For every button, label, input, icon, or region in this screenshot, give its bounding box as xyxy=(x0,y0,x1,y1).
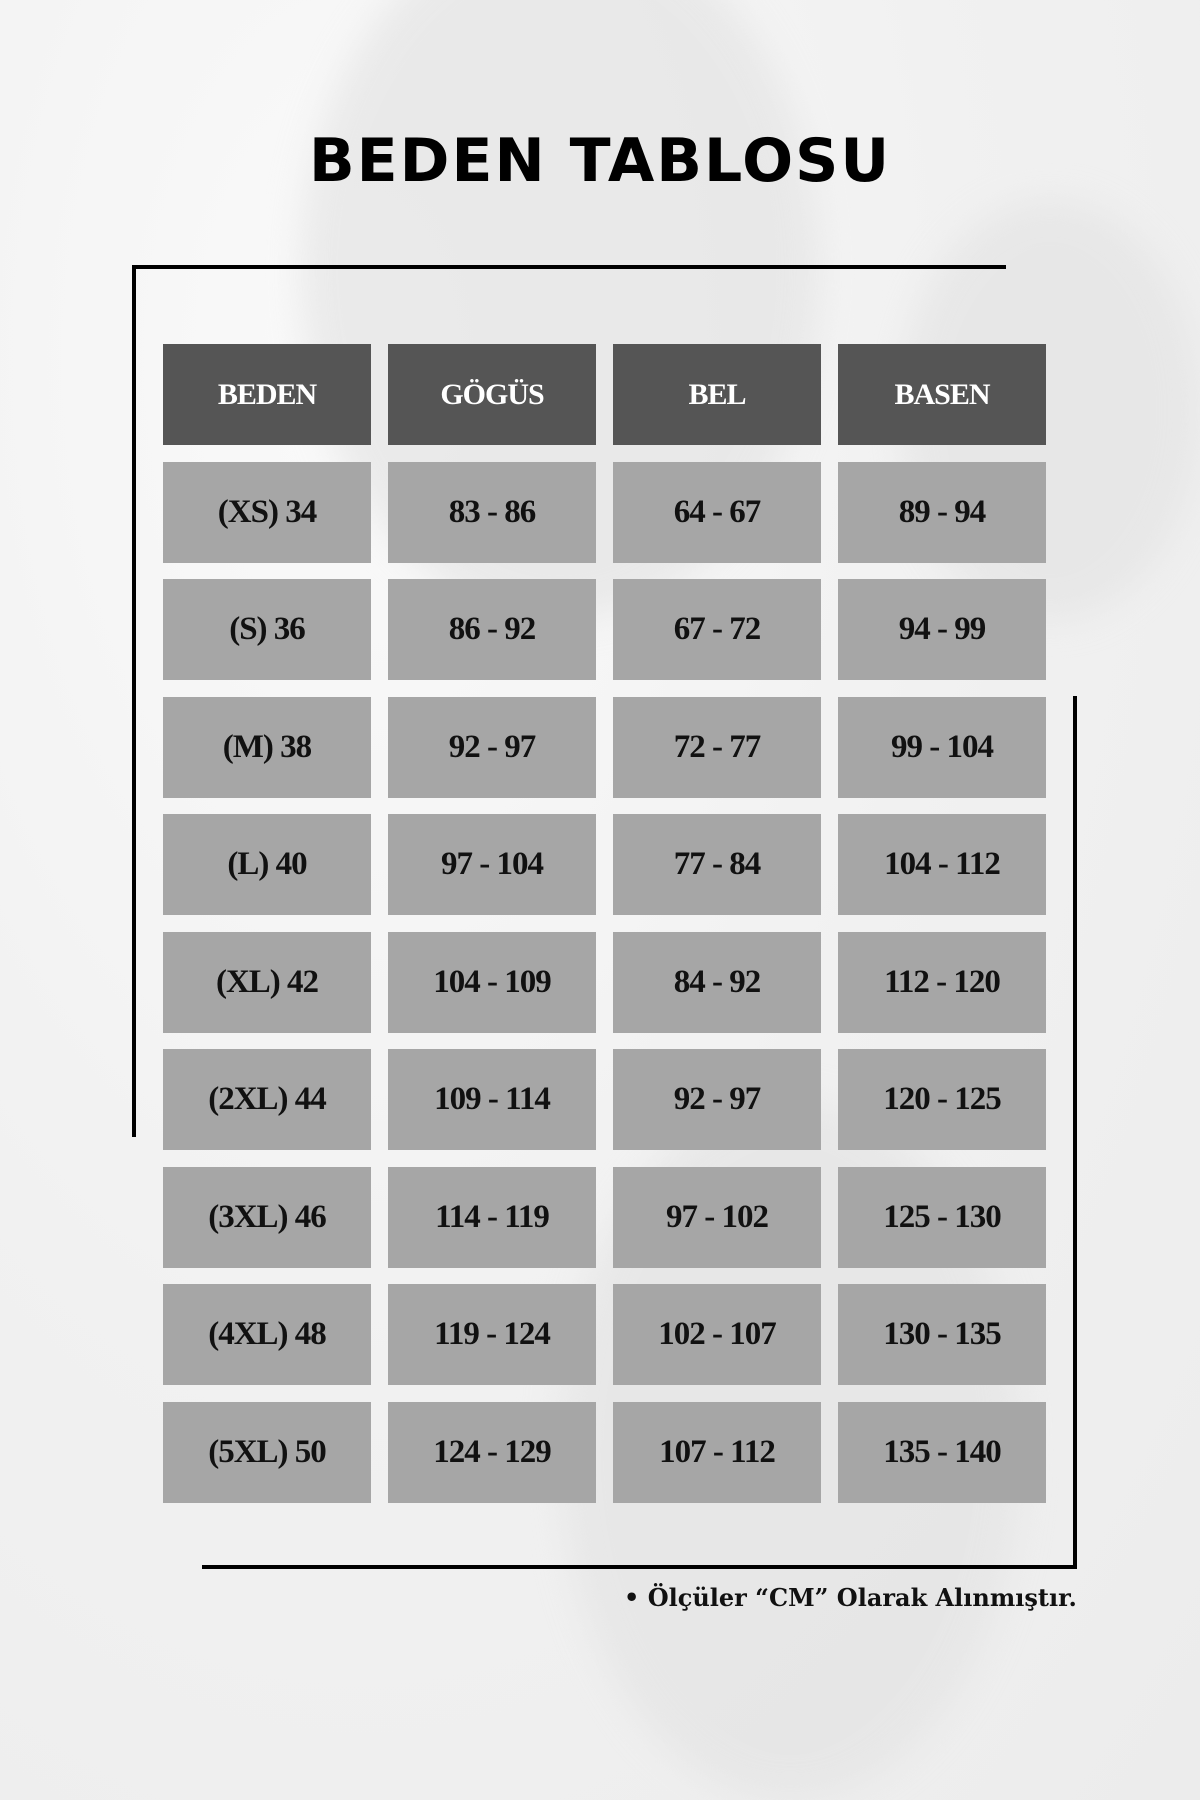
measurement-note: • Ölçüler “CM” Olarak Alınmıştır. xyxy=(624,1583,1077,1612)
table-cell: 135 - 140 xyxy=(838,1401,1046,1503)
table-cell: 102 - 107 xyxy=(613,1284,821,1385)
table-cell: 89 - 94 xyxy=(838,461,1046,563)
table-cell: (2XL) 44 xyxy=(163,1049,371,1150)
table-cell: (3XL) 46 xyxy=(163,1166,371,1268)
frame-top-line xyxy=(134,265,1006,269)
frame-left-line xyxy=(132,265,136,1137)
table-cell: 99 - 104 xyxy=(838,696,1046,798)
table-cell: 64 - 67 xyxy=(613,461,821,563)
table-cell: (XS) 34 xyxy=(163,461,371,563)
table-cell: (5XL) 50 xyxy=(163,1401,371,1503)
table-cell: 124 - 129 xyxy=(388,1401,596,1503)
table-cell: 104 - 109 xyxy=(388,931,596,1033)
table-cell: 104 - 112 xyxy=(838,814,1046,915)
table-cell: (4XL) 48 xyxy=(163,1284,371,1385)
frame-right-line xyxy=(1073,696,1077,1569)
table-cell: 114 - 119 xyxy=(388,1166,596,1268)
table-cell: (M) 38 xyxy=(163,696,371,798)
table-cell: 86 - 92 xyxy=(388,579,596,680)
table-cell: 130 - 135 xyxy=(838,1284,1046,1385)
table-cell: 97 - 102 xyxy=(613,1166,821,1268)
page-title: BEDEN TABLOSU xyxy=(308,126,892,196)
table-cell: 125 - 130 xyxy=(838,1166,1046,1268)
table-cell: (XL) 42 xyxy=(163,931,371,1033)
table-cell: 83 - 86 xyxy=(388,461,596,563)
header-cell: BASEN xyxy=(838,344,1046,445)
table-cell: 97 - 104 xyxy=(388,814,596,915)
table-cell: 120 - 125 xyxy=(838,1049,1046,1150)
table-cell: 94 - 99 xyxy=(838,579,1046,680)
table-cell: 92 - 97 xyxy=(388,696,596,798)
table-cell: 107 - 112 xyxy=(613,1401,821,1503)
table-cell: 92 - 97 xyxy=(613,1049,821,1150)
table-cell: 84 - 92 xyxy=(613,931,821,1033)
header-cell: GÖGÜS xyxy=(388,344,596,445)
header-cell: BEL xyxy=(613,344,821,445)
table-cell: 112 - 120 xyxy=(838,931,1046,1033)
table-cell: (S) 36 xyxy=(163,579,371,680)
table-cell: 67 - 72 xyxy=(613,579,821,680)
size-table: BEDEN GÖGÜS BEL BASEN (XS) 34 83 - 86 64 - 67 8… xyxy=(163,344,1046,1503)
frame-bottom-line xyxy=(202,1565,1077,1569)
table-cell: 119 - 124 xyxy=(388,1284,596,1385)
table-cell: 77 - 84 xyxy=(613,814,821,915)
header-cell: BEDEN xyxy=(163,344,371,445)
table-cell: 109 - 114 xyxy=(388,1049,596,1150)
table-cell: 72 - 77 xyxy=(613,696,821,798)
table-cell: (L) 40 xyxy=(163,814,371,915)
